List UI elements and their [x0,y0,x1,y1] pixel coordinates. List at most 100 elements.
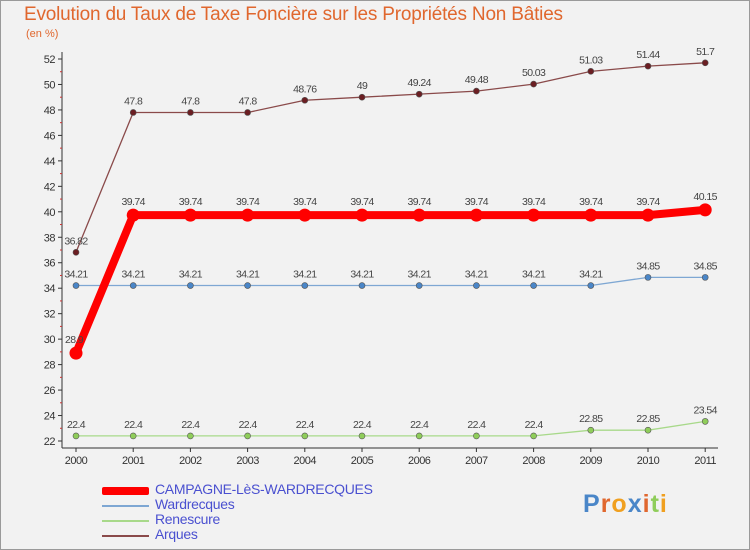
data-point-1 [644,274,652,281]
data-point-3 [244,109,251,116]
x-tick-label: 2009 [580,455,603,467]
data-label-1: 34.85 [636,260,660,272]
data-label-0: 39.74 [579,196,603,208]
data-label-2: 22.4 [181,419,200,431]
data-label-3: 50.03 [522,67,546,79]
data-label-2: 22.85 [636,413,660,425]
data-point-2 [301,432,309,440]
logo-letter: o [611,490,628,518]
data-label-1: 34.21 [350,269,374,281]
data-point-2 [415,432,423,440]
data-label-2: 22.85 [579,413,603,425]
data-label-3: 51.7 [696,46,715,58]
data-point-0 [527,208,541,222]
y-tick-label: 32 [44,309,56,321]
data-point-2 [129,432,137,440]
y-tick-label: 26 [44,385,56,397]
data-point-1 [72,282,80,289]
y-tick-label: 34 [44,283,56,295]
series-line-0 [72,205,710,358]
data-point-1 [415,282,423,289]
data-point-3 [701,59,709,67]
x-tick-label: 2000 [65,455,88,467]
data-label-0: 39.74 [179,196,203,208]
chart-title: Evolution du Taux de Taxe Foncière sur l… [24,4,563,25]
data-label-3: 49.48 [465,74,489,86]
data-label-2: 22.4 [67,419,86,431]
data-label-2: 22.4 [525,419,544,431]
y-tick-label: 28 [44,360,56,372]
data-point-2 [473,432,480,440]
data-label-3: 51.03 [579,54,603,66]
data-point-3 [187,109,194,116]
y-tick-label: 30 [44,334,56,346]
logo-letter: P [583,490,601,518]
data-point-3 [129,109,137,116]
logo-letter: i [642,490,651,518]
data-point-2 [644,426,652,434]
legend-label-arques: Arques [155,526,198,542]
y-tick-label: 50 [44,79,56,91]
y-tick-label: 44 [44,156,56,168]
data-label-2: 22.4 [353,419,372,431]
data-label-0: 40.15 [694,191,718,203]
y-axis-unit: (en %) [26,28,59,40]
data-label-0: 39.74 [122,196,146,208]
data-label-1: 34.21 [179,269,203,281]
data-point-2 [187,432,194,440]
data-point-3 [415,90,423,98]
y-tick-label: 52 [44,54,56,66]
data-label-3: 48.76 [293,83,317,95]
x-tick-label: 2008 [522,455,545,467]
data-point-0 [183,208,197,222]
data-label-0: 39.74 [522,196,546,208]
data-point-1 [301,282,309,289]
data-point-0 [126,208,140,222]
data-point-3 [358,93,366,101]
data-label-3: 47.8 [124,95,143,107]
logo-letter: i [659,490,668,518]
data-label-1: 34.21 [579,269,603,281]
data-point-1 [129,282,137,289]
data-label-0: 39.74 [636,196,660,208]
x-tick-label: 2003 [236,455,259,467]
data-label-3: 51.44 [636,49,660,61]
data-point-0 [355,208,369,222]
data-label-0: 39.74 [465,196,489,208]
legend-label-renescure: Renescure [155,511,221,527]
data-label-2: 22.4 [467,419,486,431]
data-label-1: 34.21 [465,269,489,281]
data-label-0: 39.74 [408,196,432,208]
data-point-1 [530,282,537,289]
data-label-0: 28.9 [65,334,84,346]
data-point-2 [701,418,709,425]
x-tick-label: 2011 [694,455,716,467]
data-label-2: 22.4 [410,419,429,431]
data-label-1: 34.21 [122,269,146,281]
data-point-0 [469,208,483,222]
data-point-1 [358,282,366,289]
y-tick-label: 46 [44,130,56,142]
data-label-2: 23.54 [694,404,718,416]
data-point-0 [641,208,655,222]
data-label-1: 34.21 [64,269,88,281]
data-label-1: 34.85 [694,260,718,272]
x-tick-label: 2006 [408,455,431,467]
x-tick-label: 2002 [179,455,202,467]
data-label-1: 34.21 [522,269,546,281]
y-tick-label: 24 [44,411,56,423]
data-point-1 [187,282,194,289]
data-label-3: 47.8 [181,95,200,107]
x-tick-label: 2004 [294,455,317,467]
logo-letter: x [627,490,643,518]
data-point-0 [69,346,83,360]
series-line-3 [75,62,706,253]
legend-swatch-arques [102,535,149,537]
data-point-1 [244,282,251,289]
y-tick-label: 48 [44,105,56,117]
data-point-3 [301,96,309,104]
y-tick-label: 38 [44,232,56,244]
data-label-2: 22.4 [296,419,315,431]
x-tick-label: 2007 [465,455,488,467]
